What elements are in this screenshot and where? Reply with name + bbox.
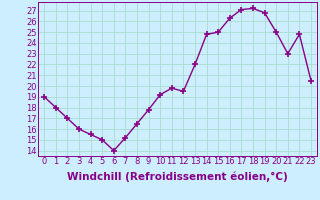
X-axis label: Windchill (Refroidissement éolien,°C): Windchill (Refroidissement éolien,°C): [67, 172, 288, 182]
